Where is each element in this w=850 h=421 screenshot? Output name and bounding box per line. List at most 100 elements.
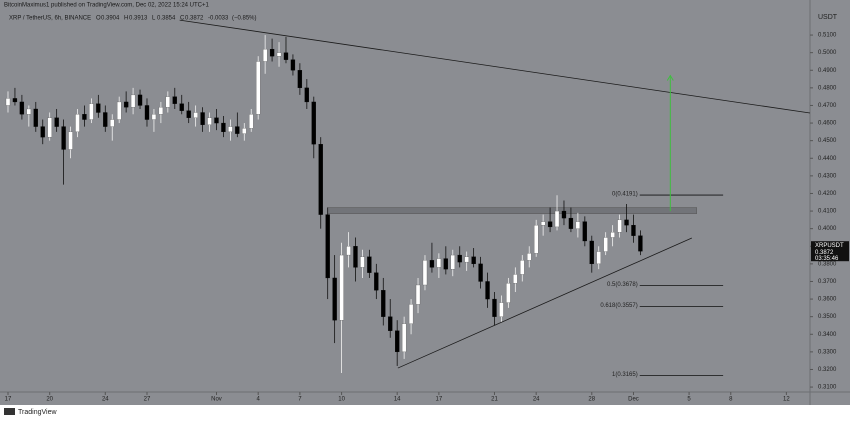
candle-body (520, 260, 525, 275)
candle-body (401, 323, 407, 353)
candle-body (172, 96, 177, 104)
candle-body (123, 101, 129, 108)
candle-body (360, 256, 365, 268)
candle-body (534, 224, 539, 254)
candle-body (33, 108, 38, 127)
candle-body (19, 101, 25, 115)
target-arrow-head (666, 74, 674, 81)
candle-body (256, 61, 261, 115)
y-tick-label: 0.4300 (818, 173, 837, 179)
x-tick-label: 27 (144, 397, 151, 403)
candle-body (478, 263, 483, 282)
y-tick-label: 0.4600 (818, 121, 837, 127)
legend-value: 0.3904 (101, 16, 120, 22)
candle-body (506, 283, 511, 303)
candle-body (297, 70, 303, 89)
fib-label: 0.618(0.3557) (600, 303, 637, 309)
candle-body (388, 316, 393, 331)
candle-body (179, 103, 184, 111)
candle-body (332, 277, 337, 321)
y-tick-label: 0.3500 (818, 314, 837, 320)
publisher: BitcoinMaximus1 published on TradingView… (4, 3, 210, 9)
candle-body (242, 128, 247, 134)
y-tick-label: 0.4200 (818, 191, 837, 197)
candle-body (207, 117, 212, 125)
candle-body (554, 210, 560, 228)
trendline (397, 237, 693, 369)
candle-body (5, 98, 11, 106)
y-tick-label: 0.4500 (818, 138, 837, 144)
y-tick-label: 0.3300 (818, 349, 837, 355)
candle-body (200, 112, 205, 125)
candle-body (422, 260, 428, 286)
candle-body (304, 87, 309, 103)
legend-key: L (152, 16, 156, 22)
candle-body (165, 96, 170, 108)
y-tick-label: 0.3600 (818, 297, 837, 303)
candle-body (110, 119, 115, 127)
candle-body (457, 254, 462, 263)
x-tick-label: 12 (783, 397, 790, 403)
candle-body (471, 256, 476, 265)
candle-body (262, 48, 268, 62)
candle-body (117, 101, 122, 120)
candle-body (12, 98, 18, 103)
y-tick-label: 0.4800 (818, 85, 837, 91)
candle-body (68, 131, 73, 150)
y-tick-label: 0.4100 (818, 209, 837, 215)
x-tick-label: 14 (394, 397, 401, 403)
x-tick-label: 24 (102, 397, 109, 403)
y-tick-label: 0.4400 (818, 156, 837, 162)
candle-body (325, 214, 330, 279)
legend-key: C (180, 16, 185, 22)
candle-body (346, 246, 351, 256)
candle-body (610, 232, 615, 238)
x-tick-label: 4 (257, 397, 261, 403)
candle-body (40, 126, 45, 138)
candle-body (568, 217, 574, 229)
x-tick-label: 24 (533, 397, 540, 403)
candle-body (575, 221, 581, 229)
fib-label: 0(0.4191) (612, 192, 638, 198)
candle-body (61, 126, 66, 150)
candle-body (193, 112, 198, 118)
candle-body (561, 210, 567, 219)
candle-body (367, 256, 372, 273)
candle-body (631, 224, 636, 236)
candle-body (75, 114, 80, 133)
fib-label: 0.5(0.3678) (607, 282, 638, 288)
y-tick-label: 0.3700 (818, 279, 837, 285)
price-tag (811, 241, 849, 262)
candle-body (638, 235, 643, 252)
candle-body (26, 108, 31, 115)
currency: USDT (818, 14, 838, 21)
y-tick-label: 0.5000 (818, 50, 837, 56)
legend-key: O (96, 16, 101, 22)
legend-value: 0.3854 (157, 16, 176, 22)
candle-body (214, 117, 219, 124)
candle-body (47, 117, 52, 138)
candle-body (547, 221, 553, 228)
resistance-band (327, 207, 697, 214)
change-value: -0.0033 (208, 16, 229, 22)
candle-body (103, 112, 108, 127)
candle-body (221, 122, 226, 133)
candle-body (249, 114, 254, 129)
y-tick-label: 0.3400 (818, 332, 837, 338)
candle-body (617, 219, 622, 233)
candle-body (527, 253, 532, 261)
fib-label: 1(0.3165) (612, 372, 638, 378)
trendline (179, 19, 811, 114)
legend-key: H (124, 16, 128, 22)
candle-body (381, 290, 386, 317)
x-tick-label: 17 (5, 397, 12, 403)
candle-body (318, 144, 323, 215)
candle-body (582, 221, 587, 242)
y-tick-label: 0.4700 (818, 103, 837, 109)
candle-body (276, 52, 282, 57)
candle-body (485, 281, 490, 300)
y-tick-label: 0.4000 (818, 226, 837, 232)
countdown: 03:35:46 (815, 256, 839, 262)
candle-body (54, 117, 59, 127)
x-tick-label: Dec (628, 397, 639, 403)
